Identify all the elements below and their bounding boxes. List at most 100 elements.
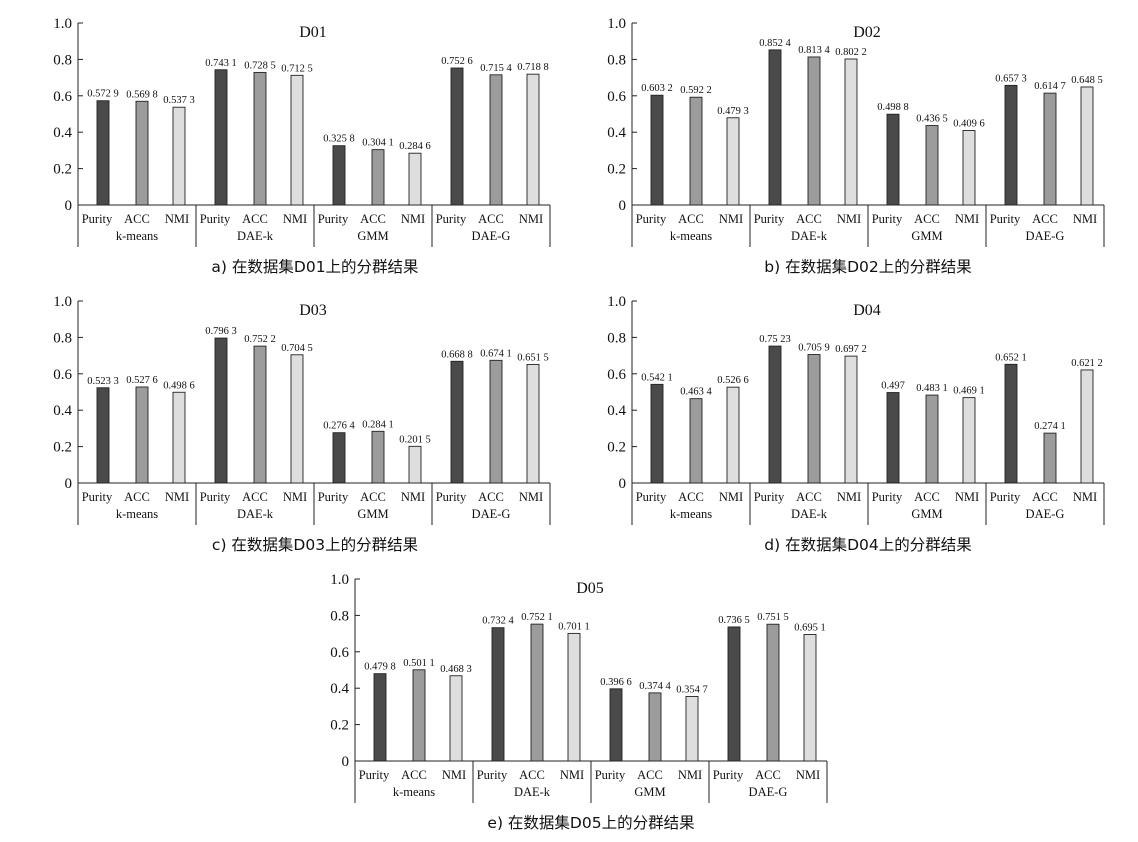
- value-label: 0.813 4: [798, 45, 830, 56]
- metric-label-acc: ACC: [914, 212, 940, 226]
- bar-dae-k-nmi: [567, 632, 581, 762]
- value-label: 0.712 5: [281, 63, 313, 74]
- metric-label-nmi: NMI: [1073, 212, 1097, 226]
- y-tick-label: 0.2: [607, 440, 626, 456]
- group-label-k-means: k-means: [116, 507, 158, 521]
- bar-gmm-acc: [925, 125, 939, 206]
- chart-title: D03: [299, 302, 327, 319]
- metric-label-acc: ACC: [124, 212, 150, 226]
- value-label: 0.501 1: [403, 658, 435, 669]
- value-label: 0.752 1: [521, 612, 553, 623]
- y-tick-label: 0: [65, 198, 73, 214]
- y-tick-label: 0: [619, 198, 627, 214]
- group-label-dae-k: DAE-k: [791, 229, 828, 243]
- y-tick-label: 0: [619, 476, 627, 492]
- metric-label-purity: Purity: [436, 490, 467, 504]
- bar-dae-g-purity: [1004, 363, 1018, 484]
- metric-label-nmi: NMI: [678, 768, 702, 782]
- value-label: 0.274 1: [1034, 421, 1066, 432]
- bar-dae-g-purity: [450, 67, 464, 206]
- group-label-dae-g: DAE-G: [472, 229, 511, 243]
- group-label-k-means: k-means: [670, 507, 712, 521]
- chart-title: D04: [853, 302, 881, 319]
- value-label: 0.396 6: [600, 677, 632, 688]
- value-label: 0.304 1: [362, 138, 394, 149]
- metric-label-nmi: NMI: [719, 490, 743, 504]
- value-label: 0.752 2: [244, 334, 276, 345]
- value-label: 0.374 4: [639, 681, 671, 692]
- bar-dae-g-purity: [1004, 84, 1018, 206]
- metric-label-purity: Purity: [477, 768, 508, 782]
- group-label-k-means: k-means: [116, 229, 158, 243]
- metric-label-acc: ACC: [478, 212, 504, 226]
- y-tick-label: 0.6: [53, 89, 72, 105]
- metric-label-acc: ACC: [360, 490, 386, 504]
- metric-label-purity: Purity: [82, 212, 113, 226]
- value-label: 0.701 1: [558, 621, 590, 632]
- group-label-k-means: k-means: [393, 785, 435, 799]
- value-label: 0.651 5: [517, 352, 549, 363]
- bar-dae-g-acc: [489, 359, 503, 484]
- value-label: 0.752 6: [441, 56, 473, 67]
- y-tick-label: 0.8: [330, 608, 349, 624]
- metric-label-nmi: NMI: [719, 212, 743, 226]
- value-label: 0.648 5: [1071, 75, 1103, 86]
- bar-k-means-nmi: [172, 106, 186, 206]
- group-label-k-means: k-means: [670, 229, 712, 243]
- chart-title: D02: [853, 24, 881, 41]
- bar-dae-g-acc: [766, 623, 780, 762]
- metric-label-nmi: NMI: [837, 490, 861, 504]
- y-tick-label: 1.0: [53, 294, 72, 310]
- chart-panel-d02: 0 0.2 0.4 0.6 0.8 1.0 D02 0.603 2 Purity 0.592 2 A…: [607, 16, 1105, 276]
- value-label: 0.284 1: [362, 419, 394, 430]
- chart-panel-d05: 0 0.2 0.4 0.6 0.8 1.0 D05 0.479 8 Purity 0.501 1 A…: [330, 572, 828, 832]
- value-label: 0.523 3: [87, 376, 119, 387]
- metric-label-nmi: NMI: [283, 490, 307, 504]
- value-label: 0.736 5: [718, 615, 750, 626]
- value-label: 0.743 1: [205, 58, 237, 69]
- metric-label-nmi: NMI: [165, 212, 189, 226]
- y-tick-label: 0.2: [53, 162, 72, 178]
- metric-label-acc: ACC: [360, 212, 386, 226]
- bar-dae-k-nmi: [290, 354, 304, 484]
- group-label-dae-g: DAE-G: [472, 507, 511, 521]
- bar-k-means-nmi: [449, 675, 463, 762]
- value-label: 0.436 5: [916, 114, 948, 125]
- metric-label-nmi: NMI: [401, 490, 425, 504]
- metric-label-nmi: NMI: [519, 490, 543, 504]
- metric-label-acc: ACC: [637, 768, 663, 782]
- bar-dae-g-acc: [1043, 432, 1057, 484]
- value-label: 0.705 9: [798, 343, 830, 354]
- bar-k-means-purity: [650, 383, 664, 484]
- value-label: 0.751 5: [757, 612, 789, 623]
- value-label: 0.569 8: [126, 89, 158, 100]
- bar-k-means-acc: [689, 398, 703, 484]
- metric-label-acc: ACC: [755, 768, 781, 782]
- y-tick-label: 0.6: [330, 645, 349, 661]
- metric-label-nmi: NMI: [401, 212, 425, 226]
- metric-label-acc: ACC: [796, 490, 822, 504]
- bar-k-means-purity: [96, 100, 110, 206]
- metric-label-purity: Purity: [82, 490, 113, 504]
- metric-label-acc: ACC: [124, 490, 150, 504]
- metric-label-nmi: NMI: [165, 490, 189, 504]
- metric-label-acc: ACC: [1032, 212, 1058, 226]
- group-label-gmm: GMM: [634, 785, 665, 799]
- bar-dae-g-acc: [1043, 92, 1057, 206]
- metric-label-purity: Purity: [318, 490, 349, 504]
- value-label: 0.732 4: [482, 616, 514, 627]
- value-label: 0.668 8: [441, 349, 473, 360]
- group-label-dae-g: DAE-G: [749, 785, 788, 799]
- value-label: 0.527 6: [126, 375, 158, 386]
- y-tick-label: 0.8: [53, 330, 72, 346]
- value-label: 0.572 9: [87, 89, 119, 100]
- value-label: 0.276 4: [323, 421, 355, 432]
- value-label: 0.796 3: [205, 326, 237, 337]
- metric-label-nmi: NMI: [955, 212, 979, 226]
- value-label: 0.652 1: [995, 352, 1027, 363]
- group-label-gmm: GMM: [357, 507, 388, 521]
- bar-k-means-purity: [96, 387, 110, 484]
- metric-label-acc: ACC: [678, 490, 704, 504]
- bar-gmm-purity: [886, 113, 900, 206]
- metric-label-nmi: NMI: [442, 768, 466, 782]
